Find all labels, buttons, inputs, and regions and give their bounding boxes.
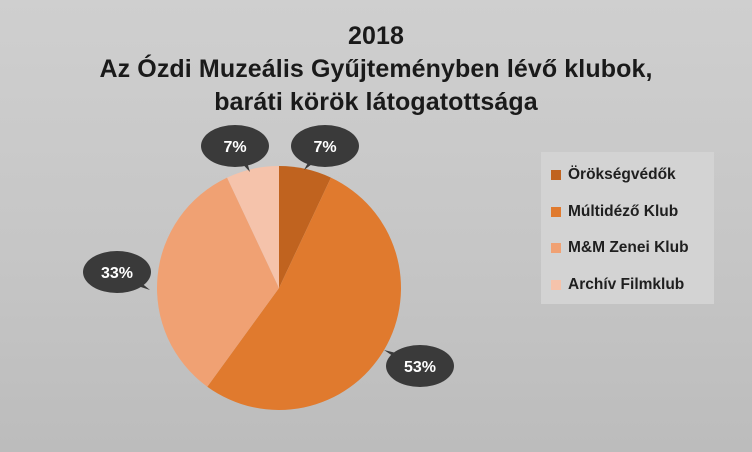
data-label-text: 7%	[313, 139, 336, 156]
pie-slice-2	[207, 177, 401, 411]
legend-label: Örökségvédők	[568, 166, 676, 183]
chart-title-line-2: Az Ózdi Muzeális Gyűjteményben lévő klub…	[99, 55, 653, 83]
callout-bubble	[83, 251, 151, 293]
legend-swatch	[551, 243, 561, 253]
data-label-text: 33%	[101, 265, 133, 282]
data-label-3: 33%	[83, 251, 151, 293]
callout-bubble	[291, 125, 359, 167]
pie-slice-3	[157, 177, 279, 387]
callout-bubble	[201, 125, 269, 167]
legend-item-mm-zenei-klub: M&M Zenei Klub	[551, 238, 689, 258]
legend-label: M&M Zenei Klub	[568, 239, 689, 256]
data-label-1: 7%	[291, 125, 359, 170]
legend-swatch	[551, 280, 561, 290]
data-label-text: 53%	[404, 359, 436, 376]
legend-label: Múltidéző Klub	[568, 203, 679, 220]
pie-slice-4	[227, 166, 279, 288]
legend-item-archiv-filmklub: Archív Filmklub	[551, 275, 684, 295]
data-label-4: 7%	[201, 125, 269, 172]
chart-title-line-1: 2018	[347, 22, 404, 50]
legend: Örökségvédők Múltidéző Klub M&M Zenei Kl…	[541, 152, 714, 304]
chart-title-line-3: baráti körök látogatottsága	[214, 88, 538, 116]
legend-label: Archív Filmklub	[568, 276, 685, 293]
data-label-text: 7%	[223, 139, 246, 156]
data-label-2: 53%	[384, 345, 454, 387]
legend-item-multidezo-klub: Múltidéző Klub	[551, 202, 678, 222]
legend-swatch	[551, 207, 561, 217]
legend-item-oroksegvedok: Örökségvédők	[551, 165, 676, 185]
pie-slice-1	[279, 166, 331, 288]
chart-title: 2018 Az Ózdi Muzeális Gyűjteményben lévő…	[0, 20, 752, 119]
legend-swatch	[551, 170, 561, 180]
callout-bubble	[386, 345, 454, 387]
